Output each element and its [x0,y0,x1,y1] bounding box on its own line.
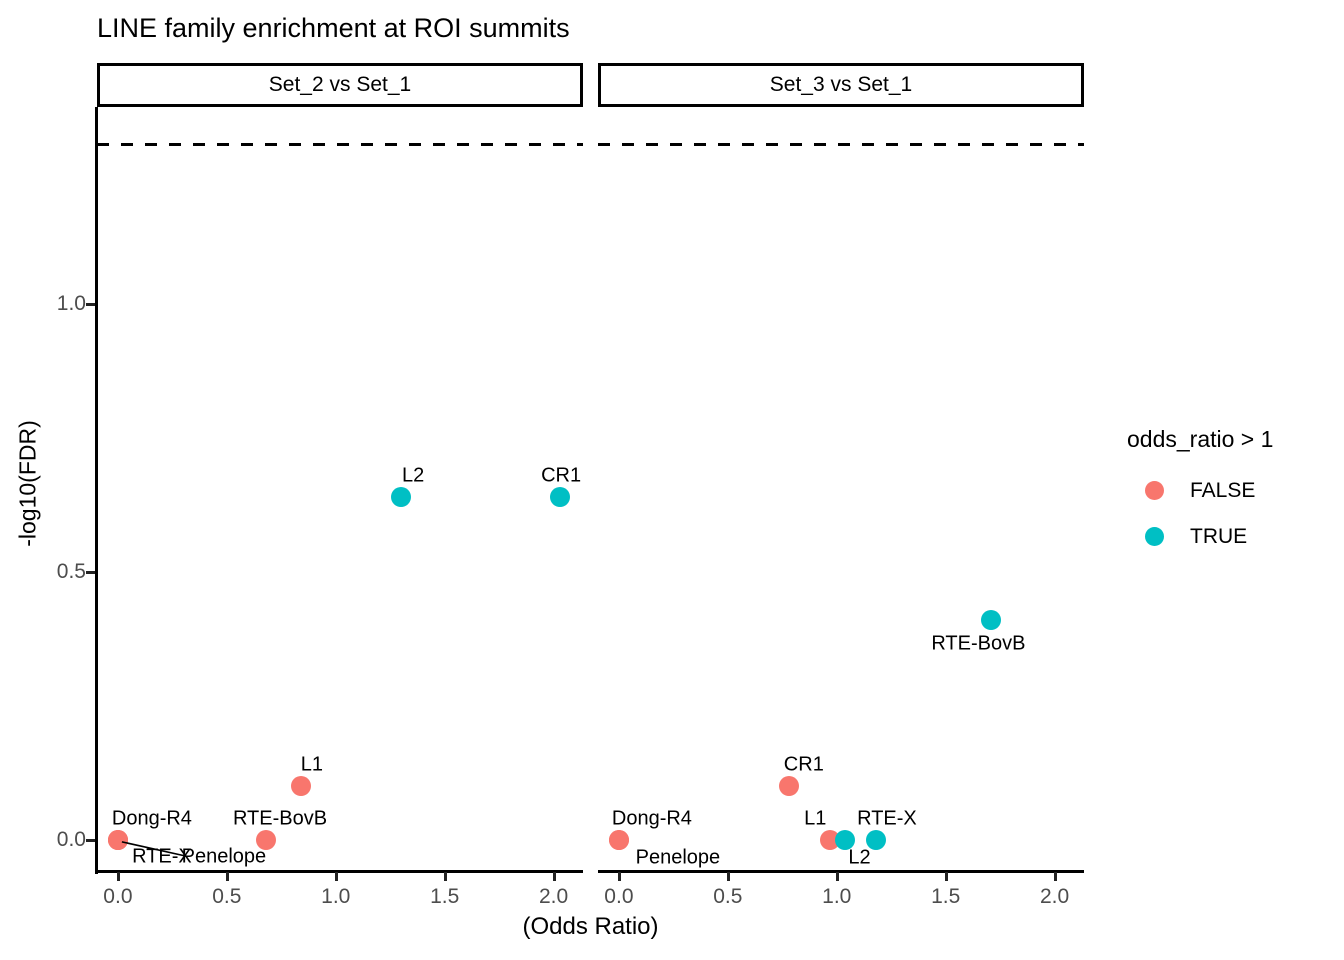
y-axis-line [95,107,98,874]
facet-strip: Set_2 vs Set_1 [97,63,583,107]
y-axis-title: -log10(FDR) [14,420,41,547]
data-point [981,610,1002,631]
point-label: L1 [804,807,827,830]
legend-item-label: TRUE [1190,525,1248,548]
x-tick-label: 1.5 [931,885,961,908]
y-tick-label: 1.0 [56,292,86,316]
x-tick-label: 1.0 [321,885,351,908]
y-tick-label: 0.5 [56,560,86,584]
x-tick [726,872,730,881]
data-point [550,487,571,508]
x-tick [835,872,839,881]
x-axis-line [97,870,583,873]
point-label: CR1 [783,753,824,776]
x-tick-label: 2.0 [1039,885,1070,908]
data-point [256,829,277,850]
data-point [608,829,629,850]
point-label: Penelope [635,846,721,869]
data-point [107,829,128,850]
point-label: RTE-BovB [232,807,328,830]
data-point [391,487,412,508]
x-tick [1053,872,1057,881]
facet-strip: Set_3 vs Set_1 [598,63,1084,107]
x-axis-line [598,870,1084,873]
chart-title: LINE family enrichment at ROI summits [97,13,570,43]
x-tick-label: 0.5 [713,885,743,908]
x-tick-label: 1.0 [822,885,852,908]
point-label: Dong-R4 [611,807,692,830]
point-label: L2 [401,464,425,487]
facet-strip-label: Set_3 vs Set_1 [769,73,913,96]
y-tick [86,303,95,307]
legend-title: odds_ratio > 1 [1127,426,1274,452]
x-tick-label: 0.0 [604,885,634,908]
legend-item-label: FALSE [1190,479,1256,502]
y-tick [86,571,95,575]
x-tick-label: 2.0 [538,885,569,908]
legend-swatch [1145,527,1164,546]
data-point [778,776,799,797]
x-tick [334,872,338,881]
point-label: RTE-X [857,807,917,830]
x-tick [225,872,229,881]
data-point [290,776,311,797]
point-label: Dong-R4 [111,807,192,830]
x-tick-label: 0.5 [212,885,242,908]
x-tick [944,872,948,881]
x-tick [552,872,556,881]
point-label: CR1 [541,464,582,487]
point-label: Penelope [181,845,267,868]
y-tick-label: 0.0 [56,827,86,851]
threshold-line [97,142,583,146]
x-tick-label: 1.5 [430,885,460,908]
x-tick [116,872,120,881]
threshold-line [598,142,1084,146]
legend-swatch [1145,481,1164,500]
point-label: L2 [848,846,871,869]
y-tick [86,838,95,842]
data-point [865,829,886,850]
x-tick [617,872,621,881]
facet-strip-label: Set_2 vs Set_1 [268,73,412,96]
legend: odds_ratio > 1 FALSE TRUE [1118,426,1344,566]
data-point [820,829,841,850]
x-tick [443,872,447,881]
point-label: RTE-BovB [931,632,1026,655]
data-point [835,829,856,850]
x-tick-label: 0.0 [103,885,133,908]
point-label: L1 [300,753,324,776]
x-axis-title: (Odds Ratio) [522,913,659,940]
